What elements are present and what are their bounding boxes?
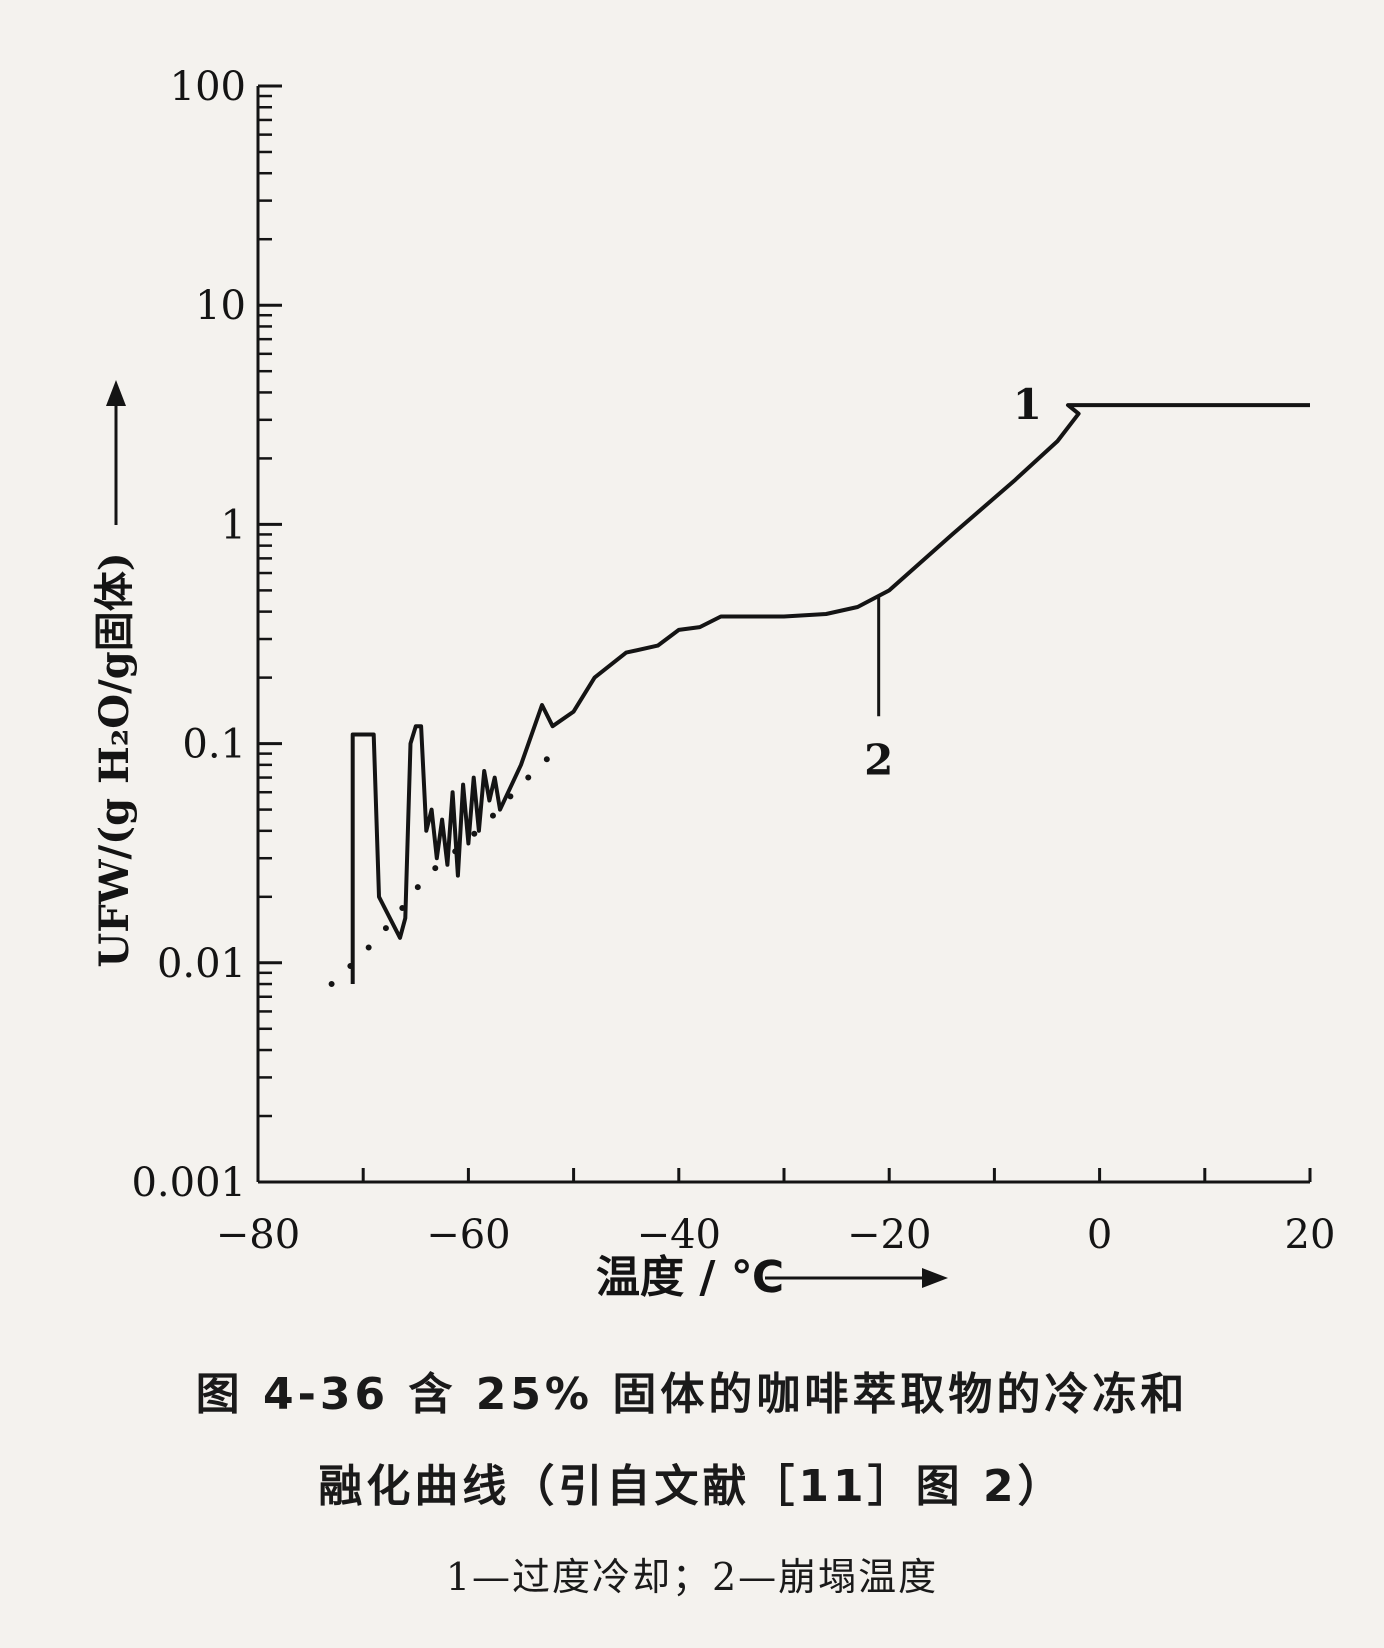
- y-axis-label-arrow-head: [106, 380, 126, 406]
- y-tick-label: 100: [170, 64, 246, 110]
- y-tick-label: 0.01: [157, 941, 246, 987]
- x-tick-label: −60: [426, 1212, 510, 1258]
- figure-caption-title: 图 4-36 含 25% 固体的咖啡萃取物的冷冻和: [195, 1369, 1189, 1420]
- series-solid-line: [350, 403, 1310, 984]
- chart: −80 −60 −40 −20 0 20 0.001 0.01 0.1 1 10 100 温度 / ℃ U…: [91, 64, 1336, 1303]
- x-axis-label-arrow-head: [922, 1268, 948, 1288]
- figure-caption-legend: 1—过度冷却；2—崩塌温度: [445, 1555, 939, 1599]
- x-tick-label: −80: [216, 1212, 300, 1258]
- x-tick-label: 20: [1285, 1212, 1336, 1258]
- figure-caption-subtitle: 融化曲线（引自文献［11］图 2）: [318, 1461, 1066, 1512]
- x-axis-label: 温度 / ℃: [596, 1252, 784, 1303]
- x-tick-label: −40: [637, 1212, 721, 1258]
- y-tick-label: 0.001: [131, 1160, 246, 1206]
- y-tick-label: 0.1: [182, 722, 246, 768]
- y-tick-label: 10: [195, 283, 246, 329]
- x-tick-label: −20: [847, 1212, 931, 1258]
- y-axis-label: UFW/(g H₂O/g固体): [91, 552, 138, 967]
- y-tick-label: 1: [221, 502, 246, 548]
- x-tick-label: 0: [1087, 1212, 1112, 1258]
- annotation-label-1: 1: [1013, 380, 1042, 429]
- annotation-label-2: 2: [864, 735, 893, 784]
